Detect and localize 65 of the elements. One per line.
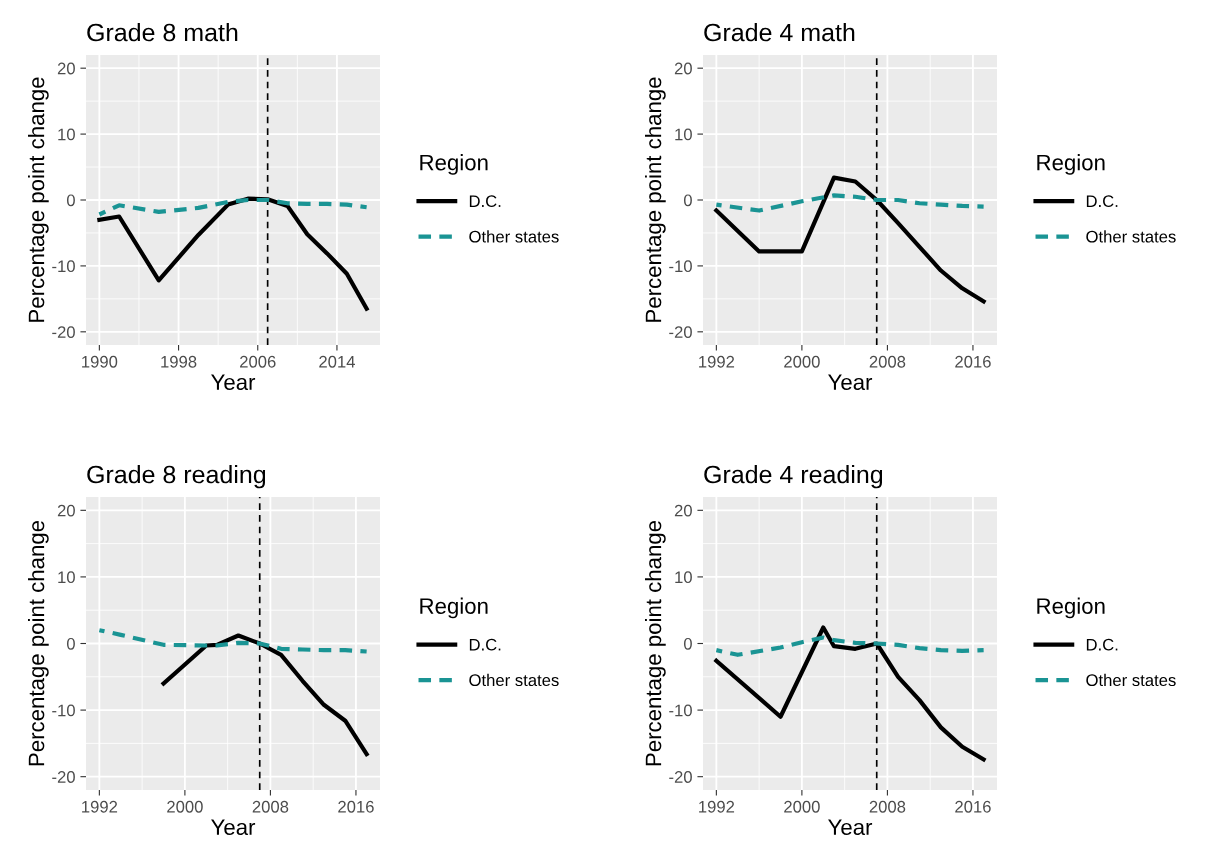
x-tick-label: 1990 [82, 355, 118, 368]
y-tick-label: 10 [58, 571, 75, 584]
y-tick-label: 20 [57, 504, 75, 517]
legend-label: Other states [469, 230, 559, 243]
x-tick-label: 1992 [699, 355, 735, 368]
chart-title: Grade 4 math [704, 22, 855, 42]
y-axis-title: Percentage point change [645, 77, 666, 322]
x-axis-title: Year [828, 374, 873, 391]
x-tick-label: 2008 [869, 800, 906, 813]
y-tick-label: -20 [669, 326, 692, 339]
x-tick-label: 2008 [869, 355, 906, 368]
x-axis-title: Year [211, 374, 256, 391]
x-tick-label: 2016 [955, 800, 991, 813]
legend-title: Region [420, 597, 488, 619]
y-tick-label: -20 [52, 771, 75, 783]
y-tick-label: 20 [674, 62, 692, 75]
x-tick-label: 2000 [167, 800, 203, 813]
chart-title: Grade 8 reading [87, 464, 266, 489]
line-series [97, 197, 369, 217]
y-tick-label: -20 [669, 771, 692, 783]
line-series [97, 628, 369, 654]
y-tick-label: 20 [57, 62, 75, 75]
y-tick-label: 0 [66, 194, 75, 207]
x-tick-label: 1992 [82, 800, 118, 813]
x-axis-title: Year [828, 819, 873, 836]
legend-label: Other states [1086, 673, 1176, 687]
legend-label: D.C. [1086, 638, 1118, 651]
y-axis-title: Percentage point change [28, 77, 49, 322]
y-tick-label: 0 [683, 194, 692, 207]
y-tick-label: -20 [52, 326, 75, 339]
y-tick-label: -10 [52, 260, 75, 273]
y-tick-label: 10 [58, 128, 75, 141]
x-tick-label: 2006 [240, 355, 276, 368]
x-tick-label: 2000 [784, 355, 820, 368]
line-series [97, 196, 369, 311]
legend-title: Region [1037, 597, 1105, 619]
legend-title: Region [420, 154, 488, 175]
y-tick-label: 0 [66, 637, 75, 650]
legend-label: Other states [1086, 230, 1176, 243]
x-tick-label: 2008 [252, 800, 289, 813]
y-tick-label: -10 [669, 704, 692, 717]
y-axis-title: Percentage point change [28, 520, 49, 766]
x-tick-label: 2000 [784, 800, 820, 813]
legend-title: Region [1037, 154, 1105, 175]
line-series [714, 193, 986, 213]
legend-label: D.C. [1086, 195, 1118, 208]
legend-label: Other states [469, 673, 559, 687]
x-axis-title: Year [211, 819, 256, 836]
x-tick-label: 1998 [161, 355, 197, 368]
chart-title: Grade 4 reading [704, 464, 883, 489]
y-tick-label: -10 [52, 704, 75, 717]
x-tick-label: 2016 [338, 800, 374, 813]
legend-label: D.C. [469, 638, 501, 651]
y-tick-label: 0 [683, 637, 692, 650]
y-axis-title: Percentage point change [645, 520, 666, 766]
x-tick-label: 2016 [955, 355, 991, 368]
legend-label: D.C. [469, 195, 501, 208]
y-tick-label: 20 [674, 504, 692, 517]
x-tick-label: 2014 [319, 355, 355, 368]
y-tick-label: 10 [675, 571, 692, 584]
line-series [714, 635, 986, 657]
x-tick-label: 1992 [699, 800, 735, 813]
y-tick-label: -10 [669, 260, 692, 273]
y-tick-label: 10 [675, 128, 692, 141]
chart-title: Grade 8 math [87, 22, 238, 42]
